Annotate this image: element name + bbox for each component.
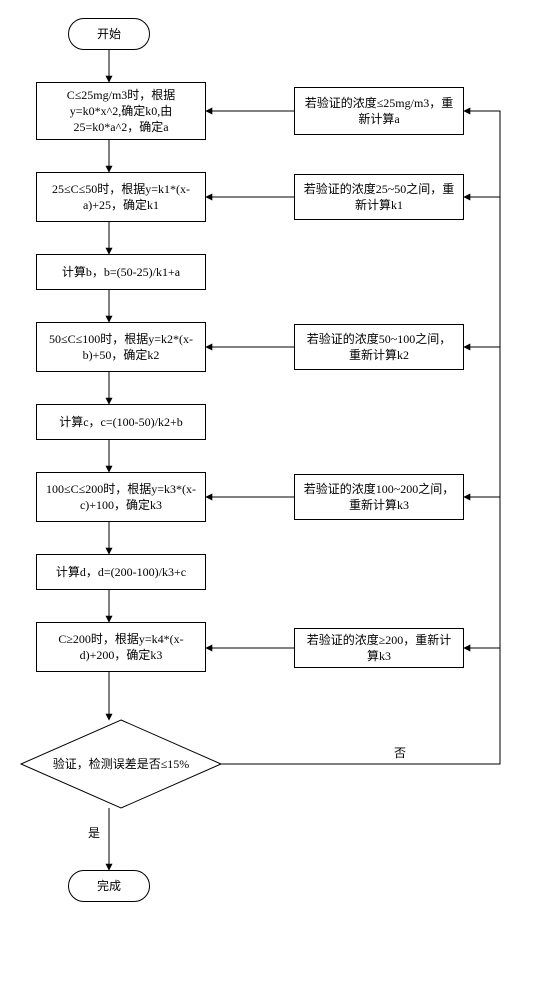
feedback-step-8: 若验证的浓度≥200，重新计算k3 xyxy=(294,628,464,668)
process-text: 若验证的浓度≤25mg/m3，重新计算a xyxy=(301,95,457,127)
start-label: 开始 xyxy=(97,26,121,42)
edge-label-no: 否 xyxy=(394,744,406,761)
process-text: 若验证的浓度25~50之间，重新计算k1 xyxy=(301,181,457,213)
process-step-3: 计算b，b=(50-25)/k1+a xyxy=(36,254,206,290)
end-label: 完成 xyxy=(97,878,121,894)
end-terminator: 完成 xyxy=(68,870,150,902)
process-text: 若验证的浓度50~100之间，重新计算k2 xyxy=(301,331,457,363)
process-step-4: 50≤C≤100时，根据y=k2*(x-b)+50，确定k2 xyxy=(36,322,206,372)
process-step-1: C≤25mg/m3时，根据y=k0*x^2,确定k0,由25=k0*a^2，确定… xyxy=(36,82,206,140)
feedback-step-1: 若验证的浓度≤25mg/m3，重新计算a xyxy=(294,87,464,135)
decision-text: 验证，检测误差是否≤15% xyxy=(53,757,190,771)
feedback-step-4: 若验证的浓度50~100之间，重新计算k2 xyxy=(294,324,464,370)
process-step-2: 25≤C≤50时，根据y=k1*(x-a)+25，确定k1 xyxy=(36,172,206,222)
process-text: 若验证的浓度≥200，重新计算k3 xyxy=(301,632,457,664)
process-text: 计算d，d=(200-100)/k3+c xyxy=(56,564,186,580)
process-text: 若验证的浓度100~200之间，重新计算k3 xyxy=(301,481,457,513)
process-step-8: C≥200时，根据y=k4*(x-d)+200，确定k3 xyxy=(36,622,206,672)
process-text: 100≤C≤200时，根据y=k3*(x-c)+100，确定k3 xyxy=(43,481,199,513)
feedback-step-2: 若验证的浓度25~50之间，重新计算k1 xyxy=(294,174,464,220)
process-text: 25≤C≤50时，根据y=k1*(x-a)+25，确定k1 xyxy=(43,181,199,213)
process-text: C≤25mg/m3时，根据y=k0*x^2,确定k0,由25=k0*a^2，确定… xyxy=(43,87,199,136)
feedback-step-6: 若验证的浓度100~200之间，重新计算k3 xyxy=(294,474,464,520)
process-step-6: 100≤C≤200时，根据y=k3*(x-c)+100，确定k3 xyxy=(36,472,206,522)
process-text: C≥200时，根据y=k4*(x-d)+200，确定k3 xyxy=(43,631,199,663)
process-text: 计算b，b=(50-25)/k1+a xyxy=(62,264,180,280)
start-terminator: 开始 xyxy=(68,18,150,50)
process-text: 计算c，c=(100-50)/k2+b xyxy=(59,414,183,430)
decision-node: 验证，检测误差是否≤15% xyxy=(36,756,206,772)
edge-label-yes: 是 xyxy=(88,824,100,841)
process-text: 50≤C≤100时，根据y=k2*(x-b)+50，确定k2 xyxy=(43,331,199,363)
process-step-7: 计算d，d=(200-100)/k3+c xyxy=(36,554,206,590)
process-step-5: 计算c，c=(100-50)/k2+b xyxy=(36,404,206,440)
